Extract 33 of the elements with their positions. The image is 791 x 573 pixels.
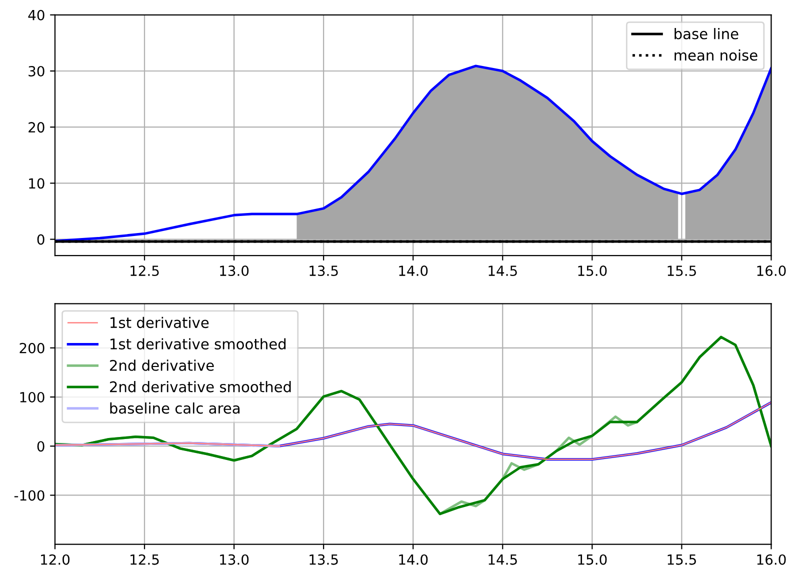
x-tick-label: 14.0 bbox=[399, 554, 428, 565]
x-tick-label: 14.5 bbox=[488, 266, 517, 276]
x-tick-label: 13.5 bbox=[310, 554, 338, 565]
x-tick-label: 12.0 bbox=[41, 554, 70, 565]
x-tick-label: 12.5 bbox=[130, 554, 159, 565]
x-tick-label: 15.5 bbox=[668, 266, 696, 276]
x-tick-label: 16.0 bbox=[757, 266, 786, 276]
y-tick-label: 30 bbox=[28, 66, 44, 76]
y-tick-label: 200 bbox=[20, 342, 44, 354]
x-tick-label: 15.5 bbox=[668, 554, 696, 565]
legend-label: base line bbox=[674, 28, 738, 40]
legend-label: baseline calc area bbox=[110, 402, 240, 414]
x-tick-label: 14.0 bbox=[399, 266, 428, 276]
y-tick-label: 0 bbox=[37, 234, 44, 245]
x-tick-label: 16.0 bbox=[757, 554, 786, 565]
y-tick-label: 100 bbox=[20, 392, 44, 402]
legend-label: 1st derivative smoothed bbox=[110, 338, 286, 350]
legend-label: mean noise bbox=[674, 49, 758, 61]
x-tick-label: 13.0 bbox=[220, 266, 249, 276]
legend-label: 2nd derivative smoothed bbox=[110, 381, 291, 392]
y-tick-label: 40 bbox=[28, 10, 44, 20]
x-tick-label: 13.0 bbox=[220, 554, 249, 565]
x-tick-label: 14.5 bbox=[488, 554, 517, 565]
x-tick-label: 13.5 bbox=[310, 266, 338, 276]
y-tick-label: 0 bbox=[37, 441, 44, 452]
x-tick-label: 15.0 bbox=[578, 554, 607, 565]
y-tick-label: 20 bbox=[28, 122, 44, 133]
legend-label: 2nd derivative bbox=[110, 360, 214, 371]
y-tick-label: -100 bbox=[14, 490, 44, 501]
legend-label: 1st derivative bbox=[110, 316, 209, 328]
y-tick-label: 10 bbox=[29, 178, 44, 189]
x-tick-label: 12.5 bbox=[130, 266, 159, 276]
x-tick-label: 15.0 bbox=[578, 266, 607, 276]
